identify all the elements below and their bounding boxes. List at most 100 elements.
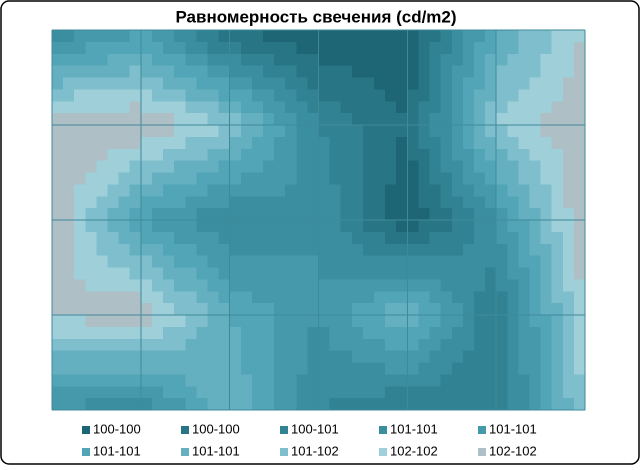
contour-cell <box>185 196 197 209</box>
contour-cell <box>296 208 308 221</box>
contour-cell <box>96 243 109 257</box>
contour-cell <box>518 136 531 150</box>
contour-cell <box>507 279 519 292</box>
contour-cell <box>174 172 186 185</box>
contour-cell <box>540 208 553 221</box>
contour-cell <box>52 338 64 352</box>
contour-cell <box>340 113 353 126</box>
contour-cell <box>573 303 586 316</box>
contour-cell <box>440 172 453 185</box>
contour-cell <box>529 350 542 364</box>
contour-cell <box>318 65 331 79</box>
contour-cell <box>340 30 353 43</box>
contour-cell <box>374 172 386 185</box>
contour-cell <box>196 65 209 79</box>
contour-cell <box>418 172 431 185</box>
contour-cell <box>407 136 420 150</box>
contour-cell <box>562 160 575 174</box>
contour-cell <box>285 291 297 304</box>
contour-cell <box>74 220 86 233</box>
contour-cell <box>185 148 197 162</box>
contour-cell <box>196 350 209 364</box>
contour-cell <box>462 41 475 55</box>
contour-cell <box>451 53 464 67</box>
contour-cell <box>407 148 420 162</box>
contour-cell <box>262 148 275 162</box>
contour-cell <box>207 350 220 364</box>
contour-cell <box>163 220 175 233</box>
contour-cell <box>573 362 586 375</box>
contour-cell <box>229 279 242 292</box>
contour-cell <box>163 136 175 150</box>
contour-cell <box>185 386 197 399</box>
contour-cell <box>163 386 175 399</box>
contour-cell <box>96 125 109 138</box>
contour-cell <box>351 184 364 197</box>
contour-cell <box>573 172 586 185</box>
contour-cell <box>218 196 231 209</box>
contour-cell <box>196 303 209 316</box>
contour-cell <box>296 65 308 79</box>
contour-cell <box>485 231 497 245</box>
contour-cell <box>318 220 331 233</box>
contour-cell <box>351 315 364 328</box>
contour-cell <box>562 374 575 387</box>
contour-cell <box>429 30 442 43</box>
contour-cell <box>473 362 486 375</box>
contour-cell <box>440 362 453 375</box>
contour-cell <box>429 362 442 375</box>
contour-cell <box>85 41 98 55</box>
contour-cell <box>462 65 475 79</box>
contour-cell <box>274 303 286 316</box>
contour-cell <box>518 386 531 399</box>
contour-cell <box>296 326 308 340</box>
contour-cell <box>240 231 253 245</box>
contour-cell <box>151 279 164 292</box>
contour-cell <box>407 267 420 280</box>
contour-cell <box>52 53 64 67</box>
contour-cell <box>440 196 453 209</box>
contour-cell <box>229 113 242 126</box>
contour-cell <box>63 172 75 185</box>
contour-cell <box>540 77 553 90</box>
contour-cell <box>440 125 453 138</box>
contour-cell <box>429 374 442 387</box>
contour-cell <box>129 303 142 316</box>
contour-cell <box>440 136 453 150</box>
contour-cell <box>496 303 508 316</box>
legend-swatch <box>280 426 288 434</box>
contour-cell <box>473 65 486 79</box>
contour-cell <box>52 220 64 233</box>
contour-cell <box>129 196 142 209</box>
contour-cell <box>374 374 386 387</box>
contour-cell <box>174 255 186 269</box>
contour-cell <box>418 231 431 245</box>
contour-cell <box>251 386 264 399</box>
contour-cell <box>229 398 242 411</box>
contour-cell <box>85 243 98 257</box>
contour-cell <box>418 374 431 387</box>
contour-cell <box>329 113 342 126</box>
contour-cell <box>262 136 275 150</box>
contour-cell <box>462 303 475 316</box>
contour-cell <box>185 101 197 114</box>
contour-cell <box>451 148 464 162</box>
contour-cell <box>451 398 464 411</box>
contour-cell <box>318 279 331 292</box>
contour-cell <box>329 362 342 375</box>
contour-cell <box>496 65 508 79</box>
contour-cell <box>274 160 286 174</box>
contour-cell <box>74 172 86 185</box>
contour-cell <box>63 184 75 197</box>
contour-cell <box>129 53 142 67</box>
contour-cell <box>85 184 98 197</box>
contour-cell <box>418 53 431 67</box>
contour-cell <box>107 374 120 387</box>
contour-cell <box>374 65 386 79</box>
contour-cell <box>229 208 242 221</box>
contour-cell <box>163 148 175 162</box>
legend-swatch <box>82 448 90 456</box>
contour-cell <box>462 136 475 150</box>
contour-cell <box>196 148 209 162</box>
contour-cell <box>573 41 586 55</box>
